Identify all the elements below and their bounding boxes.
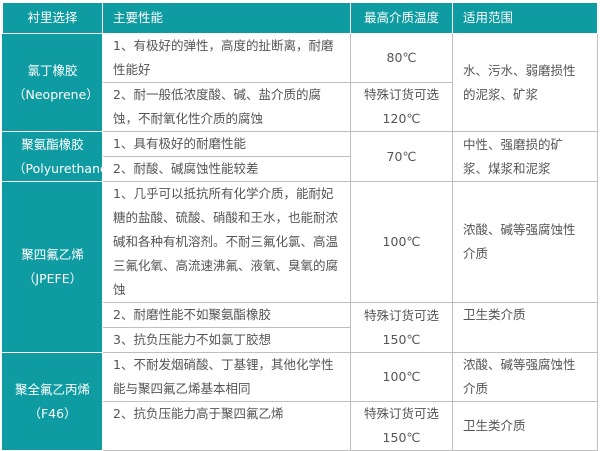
- temp-cell: 特殊订货可选 120℃: [350, 82, 453, 132]
- header-performance: 主要性能: [102, 2, 351, 34]
- temp-text: 70℃: [350, 131, 453, 182]
- table-row: 3、抗负压能力不如氯丁胶想: [3, 327, 598, 353]
- lining-cell: 聚四氟乙烯 （JPEFE）: [2, 181, 103, 353]
- lining-en: （Polyurethane）: [13, 160, 121, 176]
- lining-cell: 聚氨酯橡胶 （Polyurethane）: [2, 131, 121, 182]
- scope-text: 卫生类介质: [452, 302, 598, 353]
- table-row: 2、耐一般低浓度酸、碱、盐介质的腐蚀，不耐氧化性介质的腐蚀 特殊订货可选 120℃: [3, 82, 598, 132]
- temp-text: 120℃: [382, 111, 421, 126]
- header-lining: 衬里选择: [2, 2, 103, 34]
- temp-cell: 特殊订货可选 150℃: [350, 302, 453, 353]
- performance-text: 1、不耐发烟硝酸、丁基锂，其他化学性能与聚四氟乙烯基本相同: [102, 352, 351, 402]
- table-row: 聚氨酯橡胶 （Polyurethane） 1、具有极好的耐磨性能 70℃ 中性、强…: [2, 131, 598, 182]
- table-row: 氯丁橡胶 （Neoprene） 1、有极好的弹性，高度的扯断离，耐磨性能好 80℃…: [2, 33, 598, 132]
- header-row: 衬里选择 主要性能 最高介质温度 适用范围: [2, 2, 598, 34]
- scope-text: 浓酸、碱等强腐蚀性介质: [452, 352, 598, 402]
- lining-en: （JPEFE）: [22, 271, 83, 286]
- temp-text: 150℃: [382, 430, 421, 445]
- lining-cell: 氯丁橡胶 （Neoprene）: [2, 33, 103, 132]
- temp-text: 特殊订货可选: [363, 406, 439, 421]
- lining-name: 聚全氟乙丙烯: [14, 381, 90, 397]
- performance-text: 2、耐酸、碱腐蚀性能较差: [102, 156, 351, 182]
- lining-cell: 聚全氟乙丙烯 （F46）: [2, 352, 103, 451]
- lining-name: 聚四氟乙烯: [21, 247, 84, 262]
- performance-text: 1、有极好的弹性，高度的扯断离，耐磨性能好: [102, 33, 351, 83]
- performance-text: 2、抗负压能力高于聚四氟乙烯: [102, 401, 351, 451]
- temp-text: 特殊订货可选: [363, 307, 439, 323]
- performance-text: 1、具有极好的耐磨性能: [102, 131, 351, 157]
- lining-name: 氯丁橡胶: [27, 62, 78, 78]
- lining-en: （F46）: [28, 405, 77, 421]
- scope-text: 水、污水、弱磨损性的泥浆、矿浆: [452, 33, 598, 132]
- table-row: 2、耐酸、碱腐蚀性能较差: [3, 156, 598, 182]
- scope-text: 卫生类介质: [452, 401, 598, 451]
- performance-text: 1、几乎可以抵抗所有化学介质，能耐妃糖的盐酸、硫酸、硝酸和王水，也能耐浓碱和各种…: [102, 181, 351, 303]
- performance-text: 2、耐磨性能不如聚氨酯橡胶: [102, 302, 351, 328]
- temp-text: 80℃: [350, 33, 453, 83]
- table-row: 聚全氟乙丙烯 （F46） 1、不耐发烟硝酸、丁基锂，其他化学性能与聚四氟乙烯基本相…: [2, 352, 598, 451]
- header-scope: 适用范围: [452, 2, 598, 34]
- scope-text: 中性、强磨损的矿浆、煤浆和泥浆: [452, 131, 598, 182]
- temp-text: 100℃: [350, 181, 453, 303]
- temp-text: 100℃: [350, 352, 453, 402]
- table-row: 聚四氟乙烯 （JPEFE） 1、几乎可以抵抗所有化学介质，能耐妃糖的盐酸、硫酸、硝…: [2, 181, 598, 353]
- temp-text: 特殊订货可选: [363, 87, 439, 102]
- lining-name: 聚氨酯橡胶: [21, 136, 84, 152]
- header-max-temp: 最高介质温度: [350, 2, 453, 34]
- performance-text: 3、抗负压能力不如氯丁胶想: [102, 327, 351, 353]
- table-row: 2、耐磨性能不如聚氨酯橡胶 特殊订货可选 150℃ 卫生类介质: [3, 302, 598, 353]
- performance-text: 2、耐一般低浓度酸、碱、盐介质的腐蚀，不耐氧化性介质的腐蚀: [102, 82, 351, 132]
- temp-text: 150℃: [382, 331, 421, 347]
- temp-cell: 特殊订货可选 150℃: [350, 401, 453, 451]
- lining-en: （Neoprene）: [13, 86, 99, 102]
- scope-text: 浓酸、碱等强腐蚀性介质: [452, 181, 598, 303]
